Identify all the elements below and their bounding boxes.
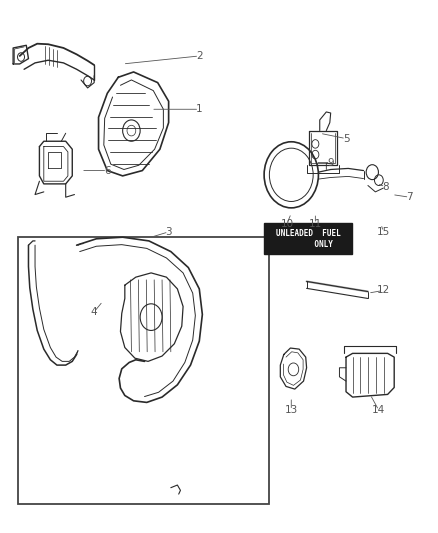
Text: 11: 11 xyxy=(309,219,322,229)
Text: 15: 15 xyxy=(377,227,390,237)
Text: 8: 8 xyxy=(382,182,389,191)
Text: 9: 9 xyxy=(327,158,334,167)
Text: 3: 3 xyxy=(165,227,172,237)
Text: 4: 4 xyxy=(91,307,98,317)
Text: UNLEADED  FUEL
       ONLY: UNLEADED FUEL ONLY xyxy=(276,229,340,249)
Text: 7: 7 xyxy=(406,192,413,202)
Text: 14: 14 xyxy=(372,406,385,415)
Bar xyxy=(18,237,269,504)
Text: 13: 13 xyxy=(285,406,298,415)
Text: 2: 2 xyxy=(196,51,203,61)
Text: 5: 5 xyxy=(343,134,350,143)
Text: 6: 6 xyxy=(104,166,111,175)
Text: 12: 12 xyxy=(377,286,390,295)
Text: 10: 10 xyxy=(280,219,293,229)
FancyBboxPatch shape xyxy=(264,223,352,254)
Text: 1: 1 xyxy=(196,104,203,114)
